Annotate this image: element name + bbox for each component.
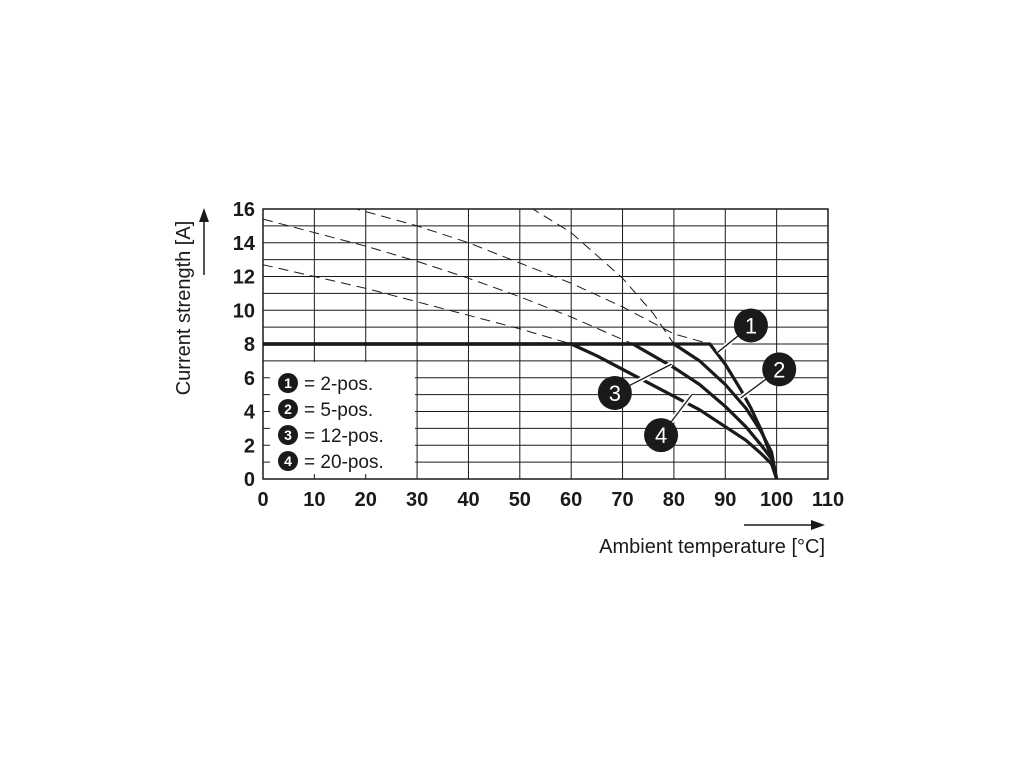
callout-badge-number: 2	[773, 357, 785, 382]
x-tick-label: 60	[560, 489, 582, 511]
y-tick-label: 8	[244, 334, 255, 356]
y-axis-arrow	[199, 208, 209, 275]
legend-label: = 5-pos.	[304, 400, 373, 421]
series-line-1	[263, 342, 779, 480]
x-tick-label: 50	[509, 489, 531, 511]
legend-badge-1	[278, 373, 298, 393]
plot-frame	[262, 208, 829, 480]
x-tick-label: 40	[457, 489, 479, 511]
callout-badge-4	[644, 418, 679, 453]
callout-badge-2	[762, 352, 797, 387]
legend-label: = 2-pos.	[304, 374, 373, 395]
y-tick-label: 0	[244, 469, 255, 491]
x-tick-labels: 0 10 20 30 40 50 60 70 80 90 100 110	[257, 489, 844, 511]
x-tick-label: 30	[406, 489, 428, 511]
derating-line-2	[531, 209, 675, 345]
x-tick-label: 110	[812, 489, 844, 511]
x-tick-label: 10	[303, 489, 325, 511]
x-tick-label: 100	[760, 489, 793, 511]
legend-badge-3	[278, 425, 298, 445]
x-tick-label: 70	[611, 489, 633, 511]
legend-badge-4	[278, 451, 298, 471]
derating-dashed-lines	[263, 209, 710, 345]
series-callouts: 12 3 4	[597, 308, 797, 453]
x-axis-title: Ambient temperature [°C]	[599, 536, 825, 558]
legend-badge-number: 4	[284, 453, 292, 469]
series-line-2	[263, 342, 779, 480]
y-tick-label: 14	[233, 233, 256, 255]
legend-badge-2	[278, 399, 298, 419]
y-tick-label: 10	[233, 300, 255, 322]
callout-badge-3	[597, 375, 632, 410]
series-line-3	[263, 342, 779, 480]
legend: 1 = 2-pos. 2 = 5-pos. 3 = 12-pos. 4 = 20-pos.	[270, 362, 415, 474]
callout-badge-1	[733, 308, 768, 343]
x-axis-arrow	[744, 520, 825, 530]
callout-badge-number: 4	[655, 423, 667, 448]
legend-badge-number: 2	[284, 401, 292, 417]
callout-badge-number: 3	[609, 381, 621, 406]
derating-line-4	[263, 264, 572, 345]
x-tick-label: 20	[355, 489, 377, 511]
legend-label: = 20-pos.	[304, 452, 384, 473]
y-tick-label: 4	[244, 402, 256, 424]
legend-label: = 12-pos.	[304, 426, 384, 447]
legend-badge-number: 3	[284, 427, 292, 443]
x-tick-label: 0	[257, 489, 268, 511]
y-tick-label: 16	[233, 199, 255, 221]
y-tick-label: 6	[244, 368, 255, 390]
y-tick-label: 2	[244, 435, 255, 457]
callout-badge-number: 1	[745, 313, 757, 338]
x-tick-label: 90	[714, 489, 736, 511]
derating-line-1	[354, 209, 710, 345]
legend-badge-number: 1	[284, 375, 292, 391]
x-tick-label: 80	[663, 489, 685, 511]
y-axis-title: Current strength [A]	[173, 221, 195, 396]
y-tick-label: 12	[233, 267, 255, 289]
y-tick-labels: 0 2 4 6 8 10 12 14 16	[233, 199, 256, 491]
